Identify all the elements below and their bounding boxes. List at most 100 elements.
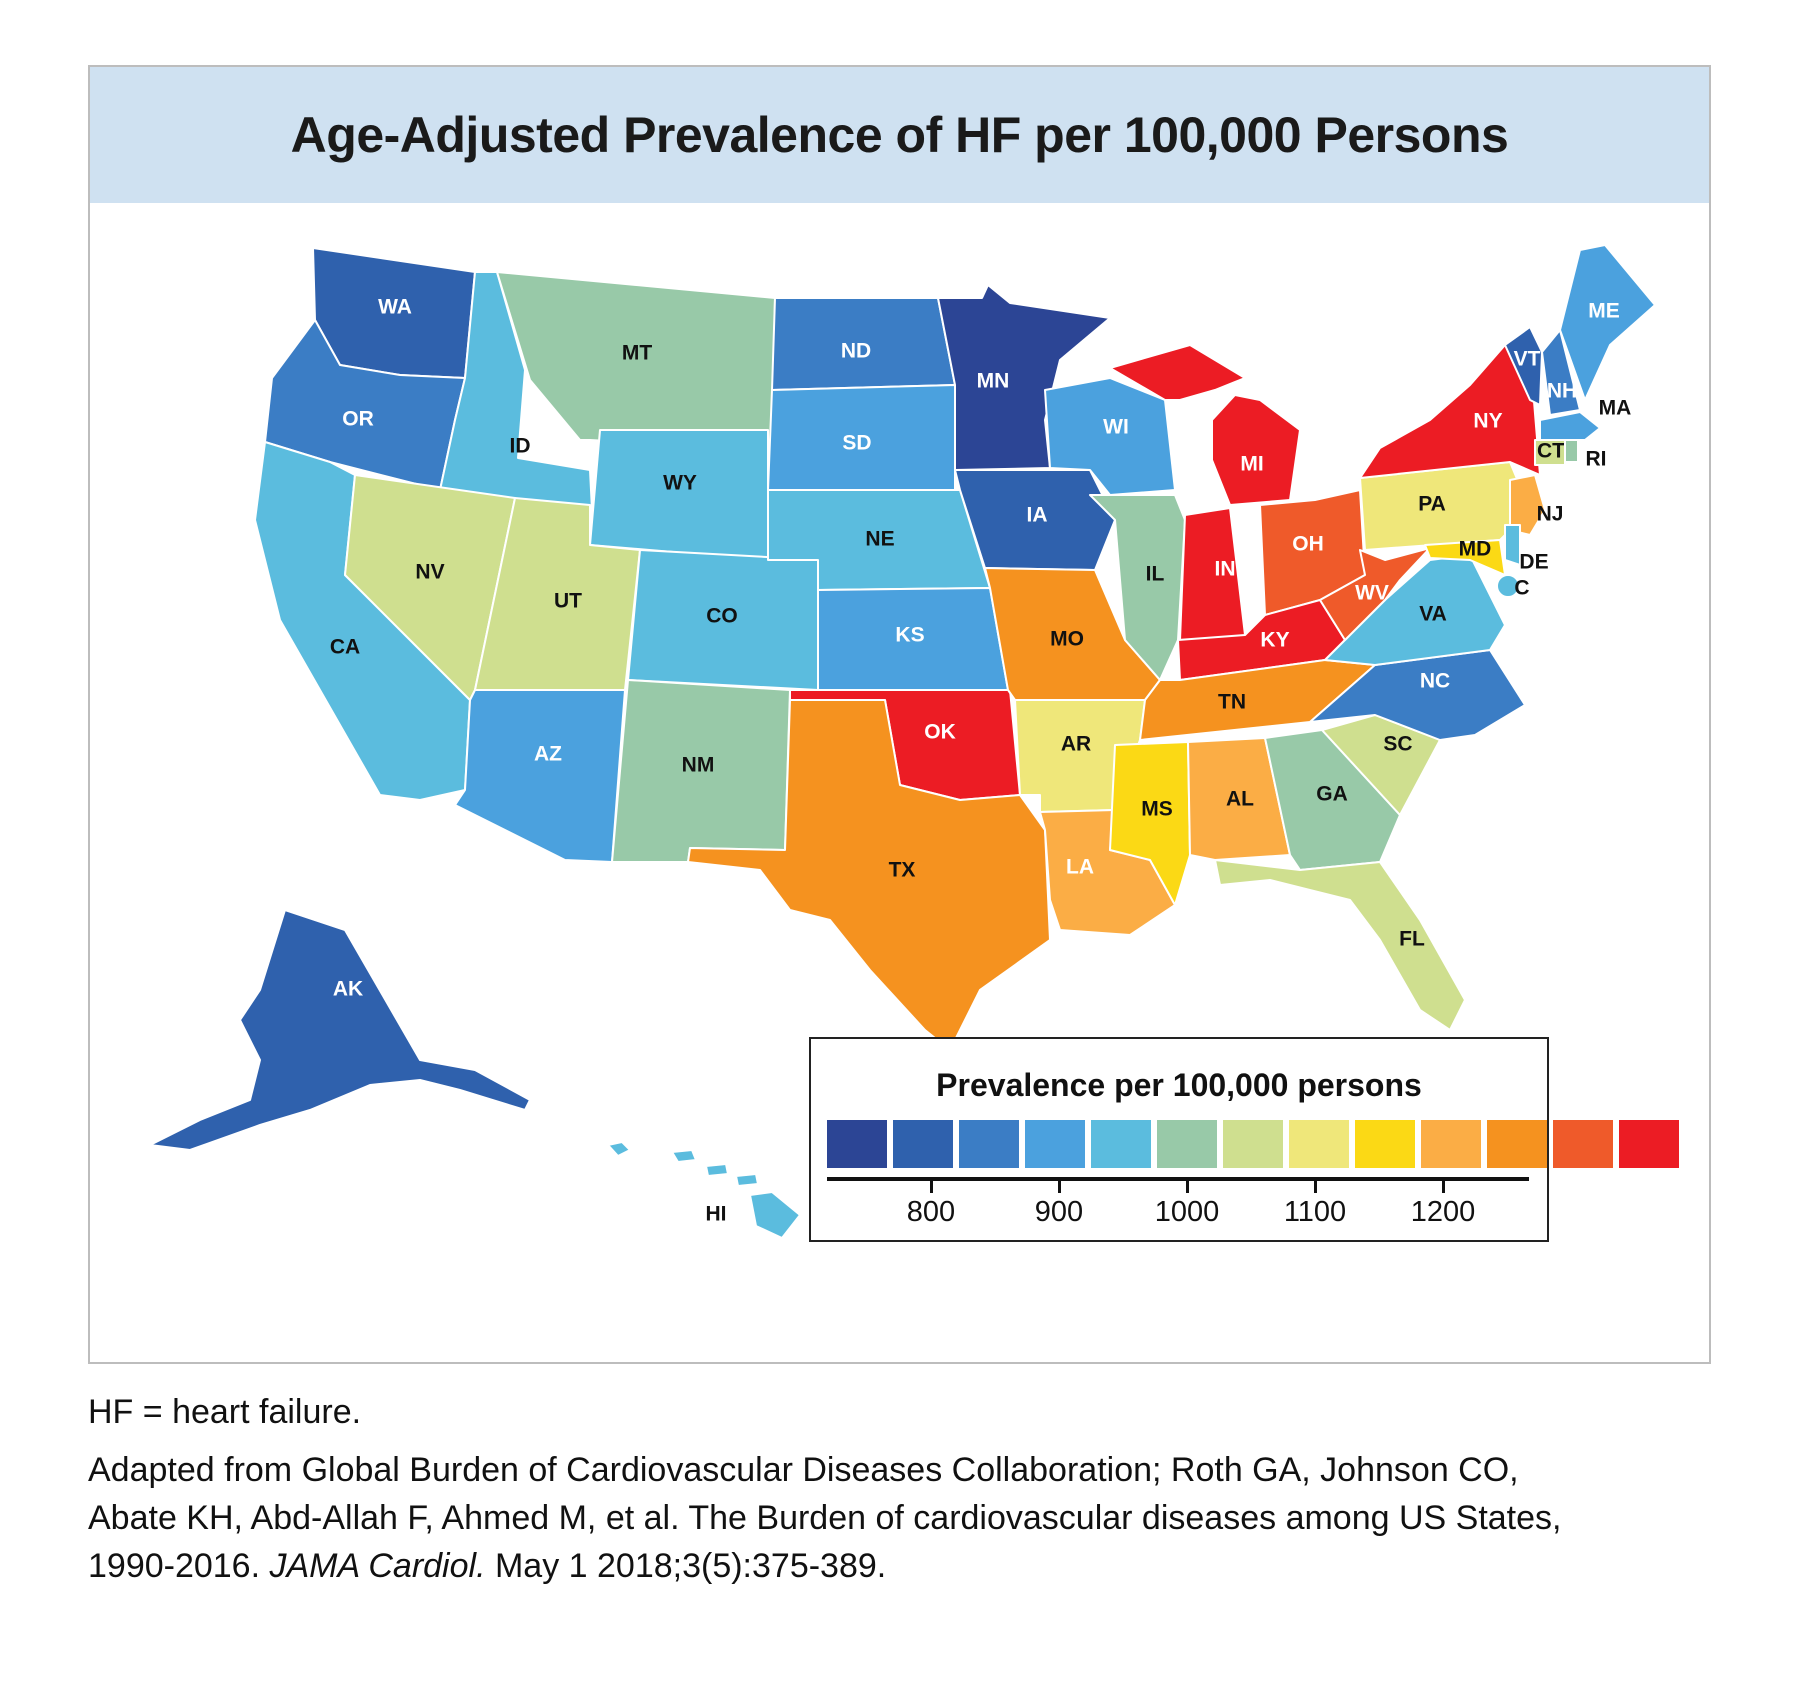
legend-swatch-3 xyxy=(959,1120,1019,1168)
legend-tick-label: 1100 xyxy=(1283,1196,1347,1228)
state-fl: FL xyxy=(1214,859,1466,1031)
state-md: MD xyxy=(1424,538,1506,576)
state-label-wy: WY xyxy=(663,472,697,495)
state-shape-nh xyxy=(1541,329,1581,416)
state-shape-me xyxy=(1559,244,1656,401)
state-shape-wy xyxy=(589,429,769,561)
legend-swatch-10 xyxy=(1421,1120,1481,1168)
state-shape-mi xyxy=(1109,344,1301,506)
state-label-ky: KY xyxy=(1260,629,1289,652)
state-label-wa: WA xyxy=(378,296,412,319)
state-label-id: ID xyxy=(510,435,531,458)
state-ma: MA xyxy=(1539,397,1632,441)
legend-title: Prevalence per 100,000 persons xyxy=(936,1067,1422,1103)
us-map: WA OR CA ID NV MT WY UT AZ CO NM ND SD NE KS OK TX MN IA MO… xyxy=(149,244,1656,1239)
legend: Prevalence per 100,000 persons 800 900 100… xyxy=(809,1037,1679,1242)
state-ks: KS xyxy=(817,587,1009,691)
state-label-nv: NV xyxy=(415,561,444,584)
legend-axis xyxy=(827,1177,1529,1181)
state-shape-md xyxy=(1424,539,1506,576)
state-label-dc: C xyxy=(1514,577,1529,600)
journal-name: JAMA Cardiol. xyxy=(269,1547,486,1585)
state-shape-wi xyxy=(1044,377,1176,496)
state-al: AL xyxy=(1187,737,1291,861)
legend-tick-label: 1200 xyxy=(1410,1196,1476,1228)
state-label-sc: SC xyxy=(1383,733,1412,756)
state-label-ri: RI xyxy=(1586,448,1607,471)
state-label-la: LA xyxy=(1066,856,1094,879)
state-label-tx: TX xyxy=(889,859,916,882)
state-label-nd: ND xyxy=(841,340,871,363)
state-label-nh: NH xyxy=(1547,380,1577,403)
state-shape-nj xyxy=(1509,474,1546,536)
map-title: Age-Adjusted Prevalence of HF per 100,00… xyxy=(290,107,1509,163)
state-label-in: IN xyxy=(1215,558,1236,581)
state-label-ca: CA xyxy=(330,636,360,659)
state-label-mn: MN xyxy=(977,370,1010,393)
state-label-hi: HI xyxy=(706,1203,727,1226)
state-mi: MI xyxy=(1109,344,1301,506)
state-label-il: IL xyxy=(1146,563,1165,586)
state-label-mo: MO xyxy=(1050,628,1084,651)
state-shape-tx xyxy=(687,699,1051,1051)
state-label-me: ME xyxy=(1588,300,1620,323)
state-dc: C xyxy=(1496,574,1530,600)
state-label-ok: OK xyxy=(924,721,956,744)
state-il: IL xyxy=(1089,494,1186,681)
state-nh: NH xyxy=(1541,329,1581,416)
state-nm: NM xyxy=(611,679,791,863)
state-label-ak: AK xyxy=(333,978,363,1001)
state-label-co: CO xyxy=(706,605,738,628)
state-ct: CT xyxy=(1534,439,1566,466)
state-shape-de xyxy=(1504,524,1521,566)
state-label-mt: MT xyxy=(622,342,652,365)
state-shape-il xyxy=(1089,494,1186,681)
state-wy: WY xyxy=(589,429,769,561)
state-shape-ct xyxy=(1534,439,1566,466)
legend-swatch-7 xyxy=(1223,1120,1283,1168)
state-label-wi: WI xyxy=(1103,416,1129,439)
state-shape-hi xyxy=(607,1141,801,1239)
state-label-al: AL xyxy=(1226,788,1254,811)
state-ri: RI xyxy=(1564,439,1607,471)
state-ak: AK xyxy=(149,909,531,1151)
state-label-ne: NE xyxy=(865,528,894,551)
state-ca: CA xyxy=(254,441,471,801)
state-label-ia: IA xyxy=(1027,504,1048,527)
state-shape-az xyxy=(454,689,626,863)
state-shape-ri xyxy=(1564,439,1579,463)
state-label-ks: KS xyxy=(895,624,924,647)
legend-swatch-13 xyxy=(1619,1120,1679,1168)
legend-tick xyxy=(1314,1181,1317,1193)
legend-swatch-12 xyxy=(1553,1120,1613,1168)
legend-tick xyxy=(1442,1181,1445,1193)
legend-tick-label: 800 xyxy=(906,1196,956,1228)
legend-tick-label: 900 xyxy=(1034,1196,1084,1228)
state-shape-dc xyxy=(1496,574,1520,598)
state-mt: MT xyxy=(496,271,776,451)
state-nv: NV xyxy=(344,474,516,701)
state-nd: ND xyxy=(771,297,956,391)
state-label-ma: MA xyxy=(1599,397,1632,420)
state-nj: NJ xyxy=(1509,474,1563,536)
state-label-pa: PA xyxy=(1418,493,1446,516)
legend-tick xyxy=(930,1181,933,1193)
legend-swatch-2 xyxy=(893,1120,953,1168)
state-tn: TN xyxy=(1139,659,1376,741)
state-label-va: VA xyxy=(1419,603,1447,626)
state-shape-fl xyxy=(1214,859,1466,1031)
caption-citation-line-2: Abate KH, Abd-Allah F, Ahmed M, et al. T… xyxy=(88,1499,1562,1537)
caption: HF = heart failure. Adapted from Global … xyxy=(88,1388,1768,1590)
state-label-or: OR xyxy=(342,408,374,431)
legend-swatch-6 xyxy=(1157,1120,1217,1168)
state-wi: WI xyxy=(1044,377,1176,496)
legend-swatch-5 xyxy=(1091,1120,1151,1168)
state-label-fl: FL xyxy=(1399,928,1425,951)
state-label-oh: OH xyxy=(1292,533,1324,556)
state-label-vt: VT xyxy=(1514,348,1541,371)
citation-details: May 1 2018;3(5):375-389. xyxy=(485,1547,887,1585)
state-mn: MN xyxy=(937,284,1111,471)
state-shape-ca xyxy=(254,441,471,801)
state-label-ga: GA xyxy=(1316,783,1348,806)
state-label-nm: NM xyxy=(682,754,715,777)
